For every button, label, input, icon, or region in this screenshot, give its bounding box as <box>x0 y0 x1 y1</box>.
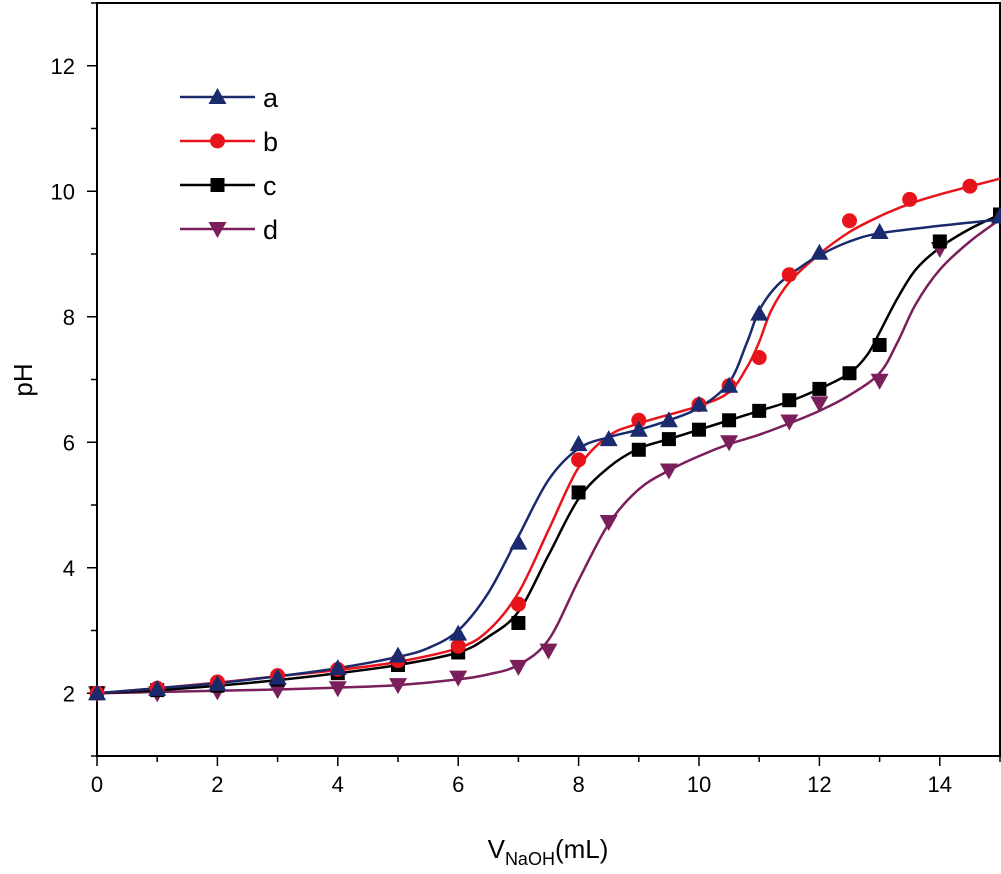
series-d-point <box>599 514 618 531</box>
series-a-point <box>328 659 347 676</box>
series-b-point <box>781 267 797 283</box>
series-b-point <box>510 596 526 612</box>
series-a-point <box>569 435 588 452</box>
series-b-point <box>571 452 587 468</box>
series-a-point <box>148 679 167 696</box>
y-tick-label: 12 <box>51 54 75 79</box>
series-c-point <box>511 615 526 630</box>
y-tick-label: 10 <box>51 179 75 204</box>
x-tick-label: 4 <box>332 772 344 797</box>
plot-frame <box>96 2 1001 757</box>
series-d-point <box>268 683 287 700</box>
legend-c-marker <box>210 178 225 192</box>
y-tick-label: 6 <box>63 430 75 455</box>
x-tick-label: 6 <box>452 772 464 797</box>
y-tick-label: 4 <box>63 556 75 581</box>
x-axis-title-main: V <box>488 834 506 864</box>
legend-b-marker <box>210 133 225 149</box>
series-c-line <box>96 213 1001 695</box>
legend-d-label: d <box>263 215 278 245</box>
series-c-point <box>692 422 706 437</box>
series-d-point <box>870 373 889 390</box>
series-c-point <box>571 485 586 500</box>
series-d-line <box>96 218 1001 695</box>
x-tick-label: 0 <box>91 772 103 797</box>
x-axis-title-sub: NaOH <box>505 849 555 869</box>
y-axis-ticks: 2 4 6 8 10 12 <box>51 2 97 757</box>
series-c-point <box>752 403 767 418</box>
x-tick-label: 14 <box>928 772 952 797</box>
series-curves <box>96 177 1001 695</box>
series-c-point <box>812 381 827 396</box>
series-a-point <box>88 684 106 701</box>
legend-c-label: c <box>263 171 277 201</box>
series-b-point <box>751 350 767 366</box>
y-tick-label: 2 <box>63 681 75 706</box>
series-b-point <box>631 412 647 428</box>
series-d-point <box>449 670 468 687</box>
series-b-point <box>902 191 918 207</box>
series-b-point <box>962 178 978 194</box>
series-c-point <box>782 393 797 408</box>
series-c-point <box>661 432 676 447</box>
x-tick-label: 2 <box>211 772 223 797</box>
legend-a-label: a <box>263 83 279 113</box>
x-tick-label: 12 <box>807 772 831 797</box>
series-a-point <box>389 646 407 663</box>
series-b-point <box>450 638 466 654</box>
series-c-point <box>631 442 646 457</box>
series-markers <box>88 178 1001 703</box>
series-d-point <box>720 435 739 452</box>
series-a-point <box>629 420 648 437</box>
series-a-line <box>96 218 1001 695</box>
series-d-point <box>509 659 528 676</box>
series-a-point <box>268 668 287 685</box>
series-a-point <box>720 376 739 393</box>
series-d-point <box>810 396 829 413</box>
series-c-point <box>722 413 737 428</box>
series-d-point <box>389 678 407 695</box>
series-c-point <box>842 366 857 381</box>
series-a-point <box>449 624 468 641</box>
x-axis-title-unit: (mL) <box>555 834 608 864</box>
series-d-point <box>659 463 678 480</box>
x-axis-title: VNaOH(mL) <box>488 834 609 869</box>
series-a-point <box>690 395 708 412</box>
x-axis-ticks: 0 2 4 6 8 10 12 14 <box>91 756 1001 797</box>
legend-d-marker <box>208 222 227 238</box>
series-c-point <box>932 234 947 249</box>
series-a-point <box>509 533 528 550</box>
series-a-point <box>810 243 829 260</box>
series-d-point <box>780 414 799 431</box>
legend-b-label: b <box>263 127 278 157</box>
series-a-point <box>208 674 227 691</box>
series-b-line <box>96 177 1001 695</box>
series-d-point <box>539 643 558 660</box>
legend-a-marker <box>208 88 227 104</box>
series-a-point <box>870 223 889 240</box>
y-axis-title: pH <box>8 363 38 396</box>
series-a-point <box>659 411 678 428</box>
series-c-point <box>872 337 887 352</box>
x-tick-label: 8 <box>572 772 584 797</box>
series-a-point <box>599 430 618 447</box>
series-d-point <box>328 681 347 698</box>
series-a-point <box>750 304 769 321</box>
series-a-point <box>991 207 1001 224</box>
y-tick-label: 8 <box>63 305 75 330</box>
x-tick-label: 10 <box>687 772 711 797</box>
series-b-point <box>842 213 857 229</box>
